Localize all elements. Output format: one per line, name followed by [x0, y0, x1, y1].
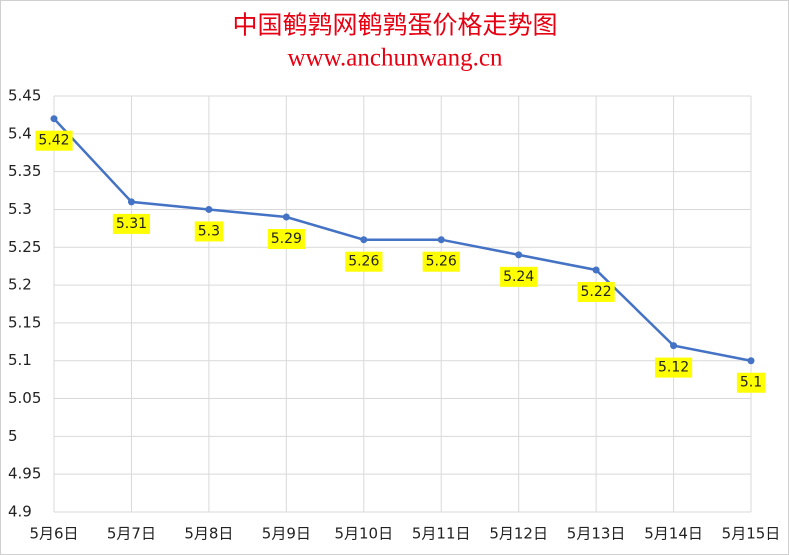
data-label-bg [654, 357, 693, 378]
data-label-bg [112, 213, 151, 234]
data-label-bg [345, 251, 383, 272]
data-label: 5.26 [348, 254, 379, 270]
x-tick-label: 5月11日 [412, 525, 471, 543]
data-label: 5.22 [581, 284, 612, 300]
y-tick-label: 5 [8, 427, 18, 445]
y-tick-label: 5.05 [8, 389, 41, 407]
x-tick-label: 5月14日 [644, 525, 703, 543]
x-tick-label: 5月13日 [567, 525, 626, 543]
point [670, 342, 678, 350]
data-label-bg [736, 372, 766, 393]
x-tick-label: 5月7日 [107, 525, 156, 543]
point [50, 115, 58, 123]
data-label: 5.24 [503, 269, 534, 285]
y-tick-label: 5.45 [8, 87, 41, 105]
line [53, 117, 752, 362]
y-tick-label: 5.3 [8, 200, 32, 218]
x-tick-label: 5月12日 [489, 525, 548, 543]
point [205, 205, 213, 213]
chart-subtitle: www.anchunwang.cn [288, 45, 503, 72]
data-label-bg [500, 266, 538, 287]
x-tick-label: 5月9日 [262, 525, 311, 543]
data-label-bg [35, 130, 73, 151]
point [592, 266, 600, 274]
x-tick-label: 5月10日 [334, 525, 393, 543]
data-label: 5.29 [271, 231, 302, 247]
data-label: 5.12 [658, 360, 689, 376]
point [127, 198, 135, 206]
y-tick-label: 5.1 [8, 351, 32, 369]
data-label: 5.31 [116, 216, 147, 232]
point [515, 251, 523, 259]
point [360, 236, 368, 244]
data-label: 5.42 [38, 133, 69, 149]
x-tick-label: 5月15日 [722, 525, 781, 543]
y-tick-label: 5.4 [8, 124, 32, 142]
x-tick-label: 5月6日 [29, 525, 78, 543]
data-label-bg [194, 221, 224, 242]
point [747, 357, 755, 365]
y-tick-label: 5.35 [8, 162, 41, 180]
y-tick-label: 4.95 [8, 465, 41, 483]
data-label-bg [422, 251, 460, 272]
y-tick-label: 5.2 [8, 276, 32, 294]
x-tick-label: 5月8日 [184, 525, 233, 543]
data-label: 5.26 [426, 254, 457, 270]
data-label: 5.3 [198, 223, 220, 239]
point [282, 213, 290, 221]
chart-title: 中国鹌鹑网鹌鹑蛋价格走势图 [232, 11, 557, 40]
data-label-bg [577, 281, 615, 302]
data-label: 5.1 [740, 375, 762, 391]
data-label-bg [267, 229, 305, 250]
y-tick-label: 4.9 [8, 503, 32, 521]
y-tick-label: 5.25 [8, 238, 41, 256]
point [437, 236, 445, 244]
y-tick-label: 5.15 [8, 313, 41, 331]
